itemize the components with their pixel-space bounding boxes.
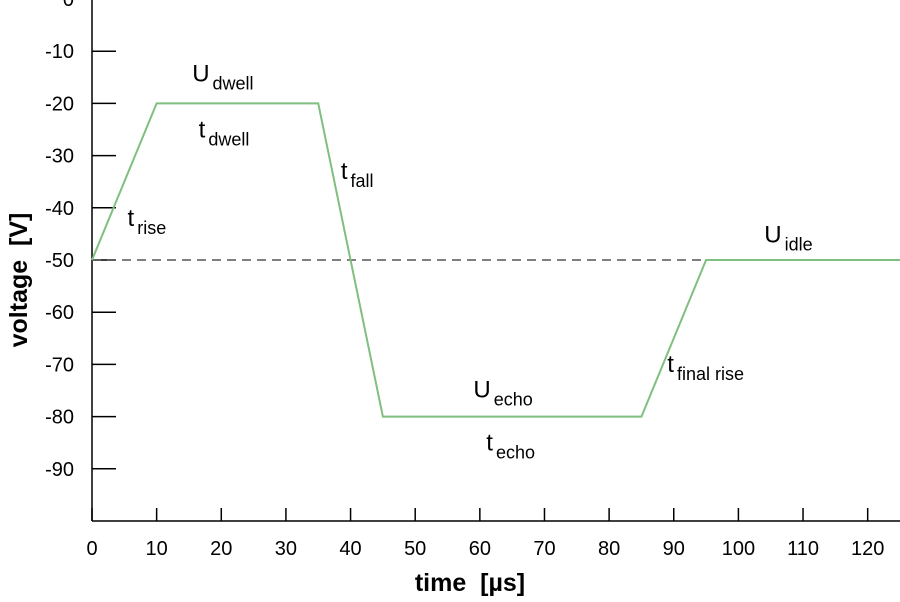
x-tick-label: 50 [404, 538, 426, 560]
x-tick-label: 60 [469, 538, 491, 560]
x-axis-title: time [µs] [415, 569, 525, 597]
y-tick-label: -20 [45, 93, 74, 115]
x-tick-label: 80 [598, 538, 620, 560]
y-tick-label: -70 [45, 354, 74, 376]
y-tick-label: -80 [45, 407, 74, 429]
y-tick-label: 0 [63, 0, 74, 11]
annotation-t-fall: t fall [341, 158, 374, 191]
y-tick-label: -40 [45, 198, 74, 220]
x-tick-label: 100 [722, 538, 755, 560]
y-tick-label: -60 [45, 302, 74, 324]
y-axis-ticks: 0 -10 -20 -30 -40 -50 -60 -70 -80 -90 [45, 0, 116, 481]
x-tick-label: 70 [533, 538, 555, 560]
annotation-t-final-rise: t final rise [667, 351, 744, 384]
x-tick-label: 0 [86, 538, 97, 560]
y-tick-label: -50 [45, 250, 74, 272]
y-tick-label: -30 [45, 146, 74, 168]
x-tick-label: 90 [663, 538, 685, 560]
x-tick-label: 10 [146, 538, 168, 560]
x-tick-label: 40 [339, 538, 361, 560]
annotation-t-rise: t rise [128, 205, 167, 238]
annotations: t rise U dwell t dwell t fall U idle U echo t echo t fi… [128, 60, 813, 462]
x-tick-label: 20 [210, 538, 232, 560]
x-tick-label: 110 [787, 538, 819, 560]
x-tick-label: 30 [275, 538, 297, 560]
y-tick-label: -90 [45, 459, 74, 481]
x-axis-ticks: 0 10 20 30 40 50 60 70 80 90 100 110 120 [86, 508, 884, 560]
annotation-t-dwell: t dwell [199, 116, 250, 149]
annotation-t-echo: t echo [486, 430, 535, 463]
y-tick-label: -10 [45, 41, 74, 63]
x-tick-label: 120 [851, 538, 884, 560]
y-axis-title: voltage [V] [5, 213, 33, 348]
voltage-waveform-line [91, 102, 900, 418]
